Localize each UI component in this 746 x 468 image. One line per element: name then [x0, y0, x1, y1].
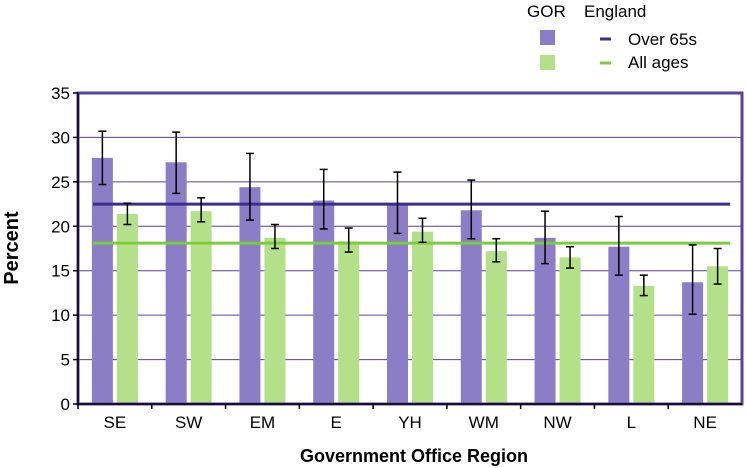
bar-over65	[608, 246, 630, 404]
x-tick-label: E	[331, 413, 342, 432]
y-tick-label: 15	[51, 262, 70, 281]
y-tick-label: 25	[51, 173, 70, 192]
x-tick-label: SE	[104, 413, 127, 432]
x-tick-label: NW	[543, 413, 571, 432]
legend-header-gor: GOR	[527, 2, 566, 21]
x-tick-label: EM	[250, 413, 276, 432]
x-tick-label: NE	[693, 413, 717, 432]
x-tick-label: WM	[469, 413, 499, 432]
bar-over65	[534, 237, 556, 404]
x-tick-label: SW	[175, 413, 202, 432]
bar-over65	[460, 210, 482, 404]
x-ticks: SE SW EM E YH WM NW L NE	[77, 404, 717, 432]
x-tick-label: YH	[398, 413, 422, 432]
y-tick-label: 35	[51, 84, 70, 103]
legend-label-allages: All ages	[628, 53, 688, 72]
bar-over65	[682, 282, 704, 404]
x-tick-label: L	[627, 413, 636, 432]
bar-allages	[559, 257, 581, 404]
legend-label-over65: Over 65s	[628, 30, 697, 49]
bar-allages	[338, 241, 360, 404]
bars	[91, 157, 729, 404]
y-tick-label: 20	[51, 217, 70, 236]
bar-allages	[412, 231, 433, 404]
x-axis-title: Government Office Region	[300, 446, 528, 466]
bar-over65	[313, 200, 335, 404]
bar-allages	[633, 285, 655, 404]
reference-lines	[93, 202, 731, 245]
bar-allages	[116, 213, 138, 404]
y-tick-label: 30	[51, 128, 70, 147]
legend-swatch-allages	[540, 55, 555, 70]
bar-over65	[91, 157, 113, 404]
bar-allages	[707, 266, 729, 404]
bar-over65	[387, 204, 408, 404]
legend-swatch-over65	[540, 30, 555, 45]
bar-allages	[485, 251, 507, 404]
y-tick-label: 5	[61, 351, 70, 370]
y-axis-title: Percent	[1, 211, 23, 285]
error-bars	[98, 130, 722, 316]
y-ticks: 0 5 10 15 20 25 30 35	[51, 84, 78, 414]
y-tick-label: 0	[61, 395, 70, 414]
legend-header-england: England	[584, 2, 646, 21]
legend: GOR England Over 65s All ages	[527, 2, 697, 72]
y-tick-label: 10	[51, 306, 70, 325]
bar-allages	[190, 211, 212, 404]
bar-over65	[239, 187, 261, 404]
bar-allages	[264, 237, 286, 404]
bar-over65	[165, 162, 187, 404]
